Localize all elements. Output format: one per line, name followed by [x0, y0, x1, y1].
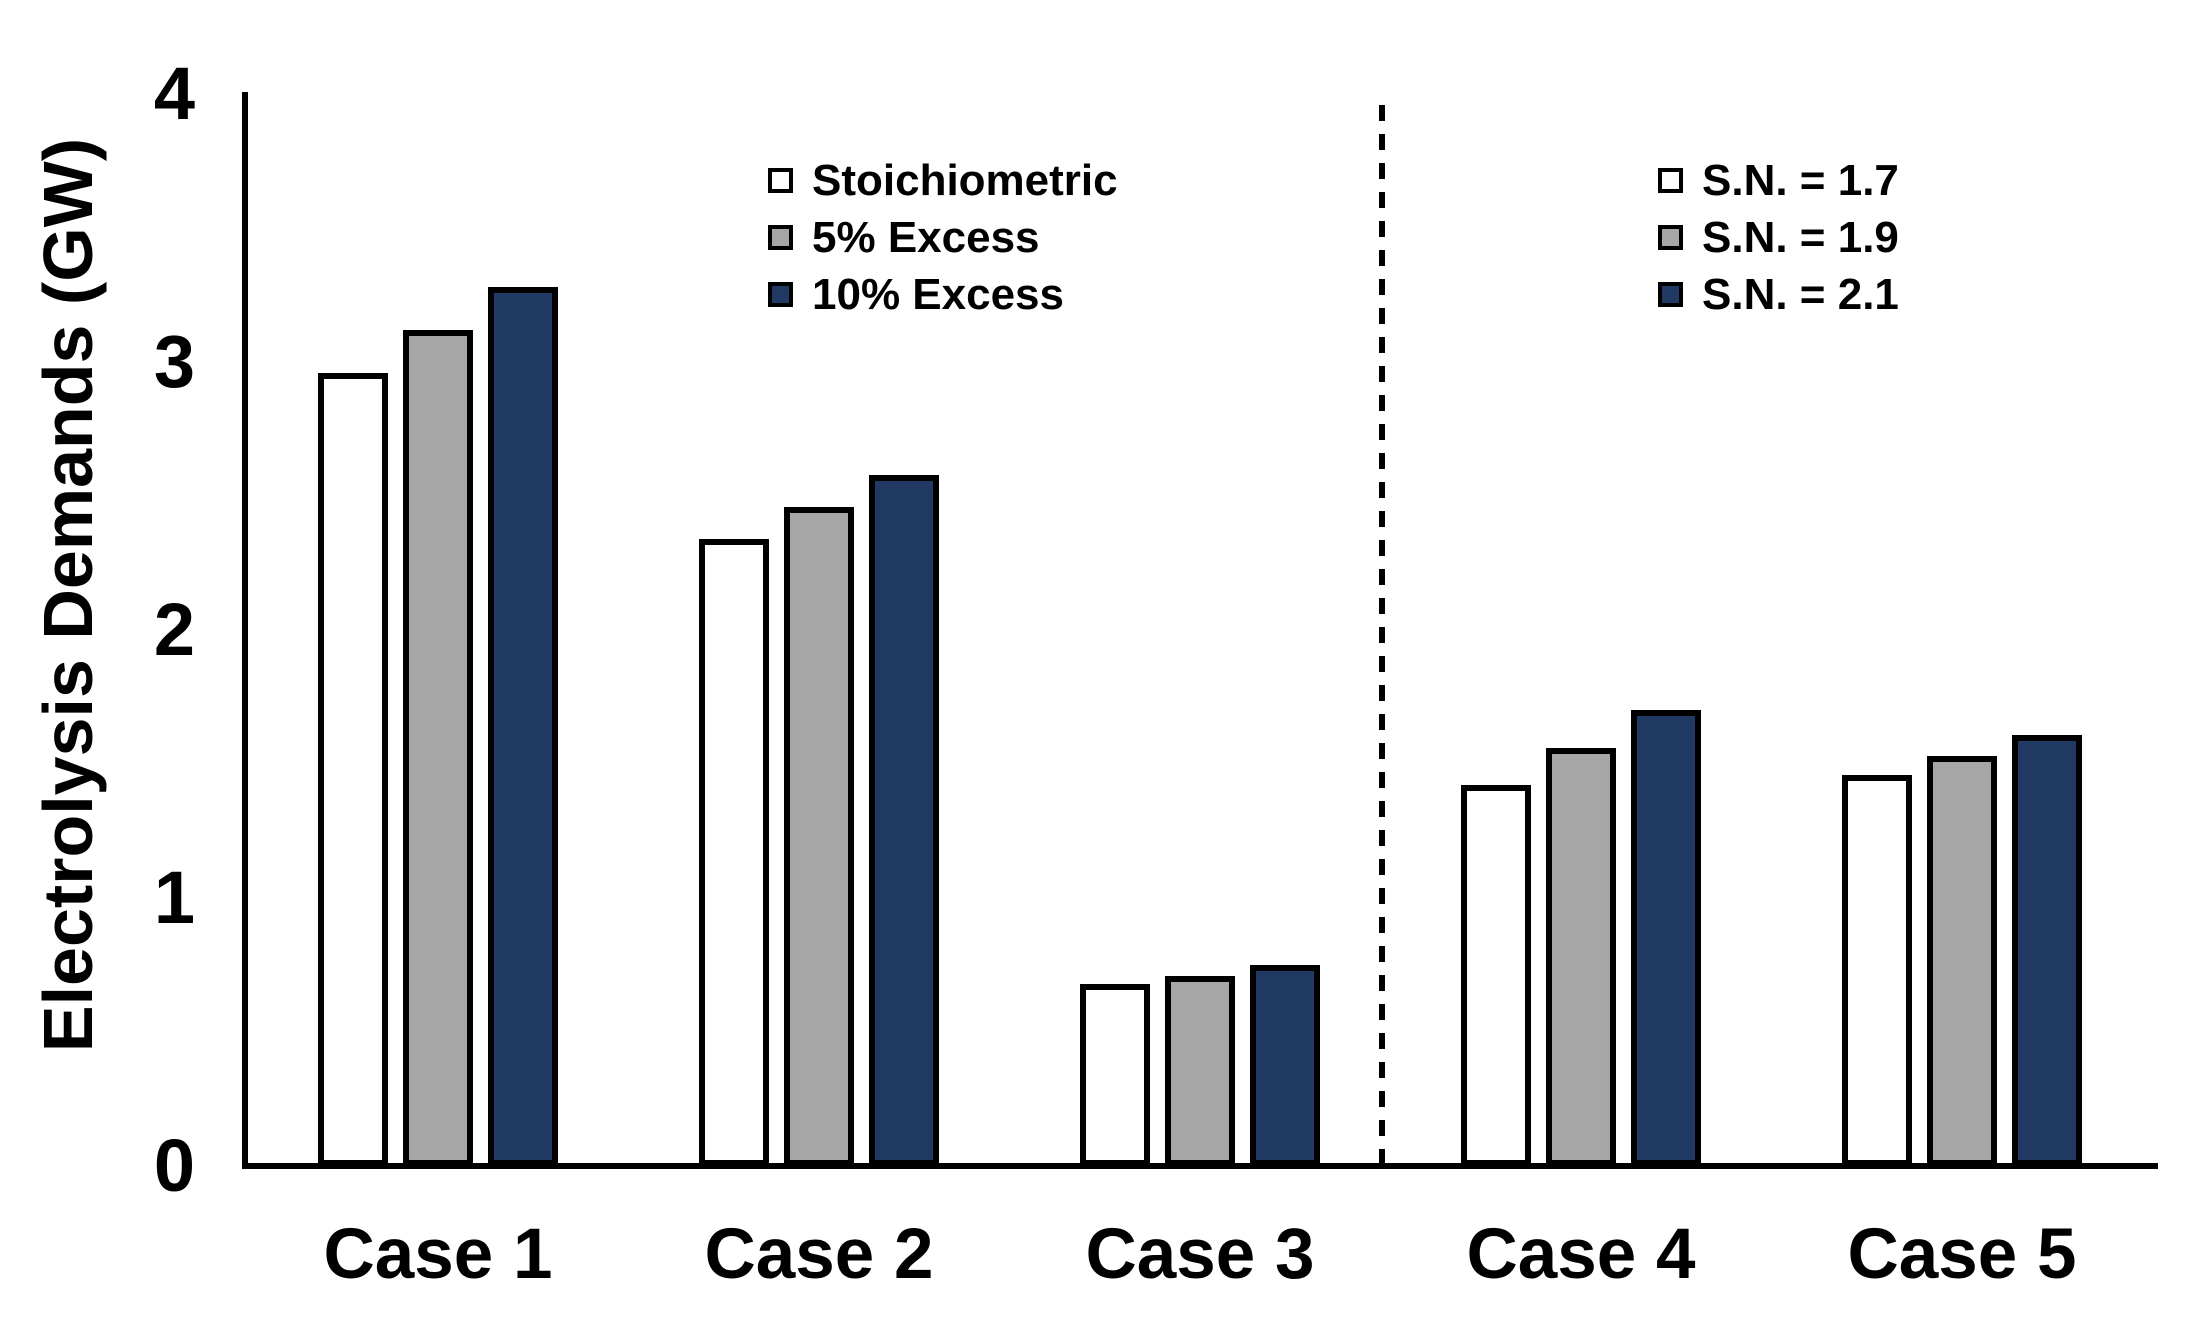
case-group-separator-dashed-line [1379, 105, 1385, 1163]
bar-case-1-5-excess [403, 330, 473, 1166]
legend-swatch-s-n-1-9 [1658, 225, 1683, 250]
bar-case-4-stoichiometric [1461, 785, 1531, 1166]
bar-case-2-10-excess [869, 475, 939, 1166]
legend-item-s-n-2-1: S.N. = 2.1 [1658, 266, 1899, 323]
bar-case-1-stoichiometric [318, 373, 388, 1166]
bar-case-2-stoichiometric [699, 539, 769, 1166]
legend-item-s-n-1-7: S.N. = 1.7 [1658, 152, 1899, 209]
legend-item-10-excess: 10% Excess [768, 266, 1118, 323]
bar-case-4-5-excess [1546, 748, 1616, 1166]
legend-label-5-excess: 5% Excess [812, 212, 1040, 262]
legend-swatch-stoichiometric [768, 168, 793, 193]
bar-case-3-stoichiometric [1080, 984, 1150, 1166]
legend-sn: S.N. = 1.7 S.N. = 1.9 S.N. = 2.1 [1658, 152, 1899, 323]
legend-item-stoichiometric: Stoichiometric [768, 152, 1118, 209]
y-axis-line [242, 92, 248, 1169]
bar-case-3-5-excess [1165, 976, 1235, 1166]
x-category-label-case-5: Case 5 [1847, 1215, 2077, 1294]
y-tick-label-1: 1 [153, 856, 195, 939]
legend-swatch-5-excess [768, 225, 793, 250]
legend-label-s-n-2-1: S.N. = 2.1 [1702, 269, 1899, 319]
bar-case-2-5-excess [784, 507, 854, 1166]
legend-swatch-s-n-1-7 [1658, 168, 1683, 193]
legend-label-10-excess: 10% Excess [812, 269, 1064, 319]
y-tick-label-4: 4 [153, 52, 195, 135]
legend-swatch-s-n-2-1 [1658, 282, 1683, 307]
x-category-label-case-4: Case 4 [1466, 1215, 1696, 1294]
bar-case-4-10-excess [1631, 710, 1701, 1166]
legend-item-s-n-1-9: S.N. = 1.9 [1658, 209, 1899, 266]
y-tick-label-0: 0 [153, 1124, 195, 1207]
bar-case-1-10-excess [488, 287, 558, 1166]
legend-excess: Stoichiometric 5% Excess 10% Excess [768, 152, 1118, 323]
bar-case-5-stoichiometric [1842, 775, 1912, 1166]
legend-label-s-n-1-7: S.N. = 1.7 [1702, 155, 1899, 205]
y-tick-label-2: 2 [153, 588, 195, 671]
x-axis-line [242, 1163, 2158, 1169]
legend-swatch-10-excess [768, 282, 793, 307]
legend-item-5-excess: 5% Excess [768, 209, 1118, 266]
bar-case-5-10-excess [2012, 735, 2082, 1166]
legend-label-s-n-1-9: S.N. = 1.9 [1702, 212, 1899, 262]
x-category-label-case-3: Case 3 [1085, 1215, 1315, 1294]
bar-case-3-10-excess [1250, 965, 1320, 1166]
legend-label-stoichiometric: Stoichiometric [812, 155, 1118, 205]
bar-case-5-5-excess [1927, 756, 1997, 1166]
y-tick-label-3: 3 [153, 320, 195, 403]
x-category-label-case-1: Case 1 [323, 1215, 553, 1294]
x-category-label-case-2: Case 2 [704, 1215, 934, 1294]
